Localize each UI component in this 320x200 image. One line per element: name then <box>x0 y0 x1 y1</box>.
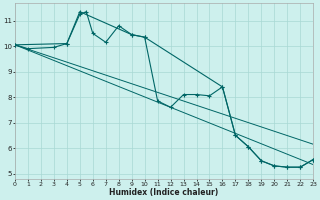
X-axis label: Humidex (Indice chaleur): Humidex (Indice chaleur) <box>109 188 219 197</box>
